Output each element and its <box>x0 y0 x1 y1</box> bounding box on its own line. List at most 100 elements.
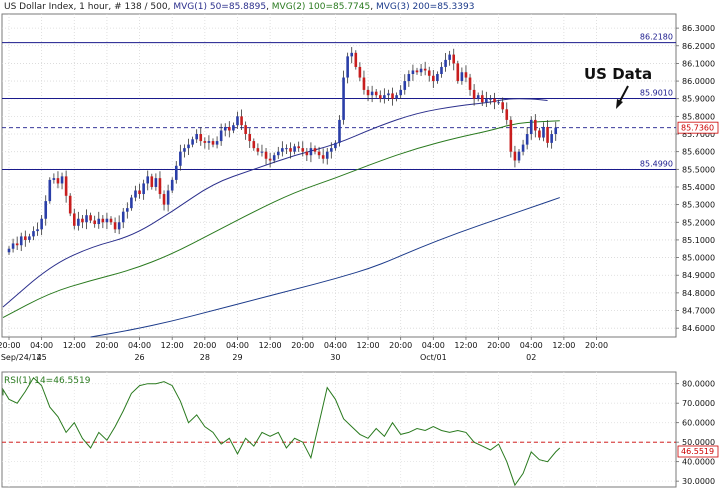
candle-body <box>97 218 101 225</box>
chart-header: US Dollar Index, 1 hour, # 138 / 500, MV… <box>4 2 474 12</box>
candle-body <box>419 68 423 73</box>
candle-body <box>77 218 80 226</box>
x-tick-label: 20:00 <box>585 341 608 350</box>
date-label: 29 <box>232 353 242 362</box>
ma1-legend: MVG(1) 50=85.8895 <box>173 2 266 12</box>
candle-body <box>403 81 407 90</box>
candle-body <box>415 70 419 73</box>
moving-averages <box>2 98 560 338</box>
candle-body <box>162 194 166 205</box>
candle-body <box>183 148 186 152</box>
candle-body <box>24 236 27 240</box>
x-tick-label: 04:00 <box>422 341 445 350</box>
main-plot-frame <box>1 13 677 338</box>
candle-body <box>52 178 56 180</box>
candle-body <box>407 74 411 82</box>
candle-body <box>387 93 390 96</box>
y-tick-label: 85.0000 <box>682 254 715 263</box>
x-tick-label: 04:00 <box>520 341 543 350</box>
rsi-last-box <box>677 445 719 458</box>
y-tick-label: 86.1000 <box>682 59 715 68</box>
candle-body <box>142 183 145 195</box>
candle-body <box>256 148 260 152</box>
candle-body <box>219 130 223 142</box>
ma3-legend: MVG(3) 200=85.3393 <box>376 2 474 12</box>
candle-body <box>223 126 227 131</box>
rsi-label: RSI(1) 14=46.5519 <box>4 376 91 386</box>
x-tick-label: 20:00 <box>389 341 412 350</box>
x-tick-label: 12:00 <box>357 341 380 350</box>
candle-body <box>32 231 35 237</box>
candle-body <box>40 218 43 230</box>
candle-body <box>85 215 88 223</box>
candle-body <box>346 56 349 78</box>
candle-body <box>101 218 105 223</box>
candle-body <box>252 141 256 149</box>
candle-body <box>187 144 190 149</box>
level-label: 86.2180 <box>640 33 673 42</box>
candle-body <box>48 179 52 202</box>
candle-body <box>485 98 488 103</box>
rsi-line <box>2 377 561 487</box>
rsi-plot-frame <box>1 371 677 488</box>
rsi-y-tick-label: 30.0000 <box>682 477 715 486</box>
date-label: Sep/24/14 <box>1 353 42 362</box>
candle-body <box>542 126 545 138</box>
y-tick-label: 84.6000 <box>682 324 715 333</box>
candle-body <box>456 63 460 82</box>
x-tick-label: 04:00 <box>226 341 249 350</box>
candle-body <box>113 222 117 230</box>
candle-body <box>480 95 484 103</box>
candle-body <box>468 77 472 90</box>
candle-body <box>191 139 194 145</box>
candle-body <box>138 190 141 195</box>
candle-body <box>293 146 296 152</box>
y-tick-label: 86.3000 <box>682 24 715 33</box>
candle-body <box>158 178 162 195</box>
ma2-line <box>2 120 560 319</box>
candle-body <box>550 134 553 143</box>
candle-body <box>501 102 504 110</box>
rsi-y-tick-label: 80.0000 <box>682 380 715 389</box>
candle-body <box>121 211 125 223</box>
x-tick-label: 12:00 <box>259 341 282 350</box>
candle-body <box>179 151 182 166</box>
date-label: 02 <box>526 353 536 362</box>
y-tick-label: 85.7000 <box>682 130 715 139</box>
candle-body <box>240 116 243 126</box>
candle-body <box>358 66 362 78</box>
date-label: Oct/01 <box>420 353 447 362</box>
candle-body <box>342 77 345 120</box>
candle-body <box>330 148 333 152</box>
candle-body <box>509 119 513 152</box>
candle-body <box>497 102 500 104</box>
annotation-arrow <box>616 85 629 109</box>
header-info: , 1 hour, # 138 / 500, <box>73 2 173 12</box>
candle-body <box>195 134 198 140</box>
candle-body <box>350 52 354 57</box>
candle-body <box>493 98 496 103</box>
candle-body <box>317 151 321 156</box>
rsi-panel: 80.0000 70.0000 60.0000 50.0000 40.0000 30.00… <box>2 377 715 487</box>
y-tick-label: 84.7000 <box>682 307 715 316</box>
candle-body <box>146 176 150 184</box>
level-label: 85.4990 <box>640 159 673 168</box>
x-tick-label: 20:00 <box>487 341 510 350</box>
candle-body <box>248 134 252 142</box>
candle-body <box>170 179 174 191</box>
x-tick-label: 20:00 <box>193 341 216 350</box>
candle-body <box>134 190 137 198</box>
candle-body <box>517 151 521 161</box>
candle-body <box>7 248 11 253</box>
candle-body <box>423 68 427 71</box>
x-tick-label: 20:00 <box>291 341 314 350</box>
candle-body <box>60 176 64 184</box>
us-data-annotation: US Data <box>584 65 652 83</box>
candle-body <box>338 119 341 143</box>
candle-body <box>354 52 358 67</box>
candle-body <box>472 89 476 99</box>
candle-body <box>228 126 231 131</box>
date-label: 30 <box>330 353 340 362</box>
rsi-y-tick-label: 60.0000 <box>682 419 715 428</box>
